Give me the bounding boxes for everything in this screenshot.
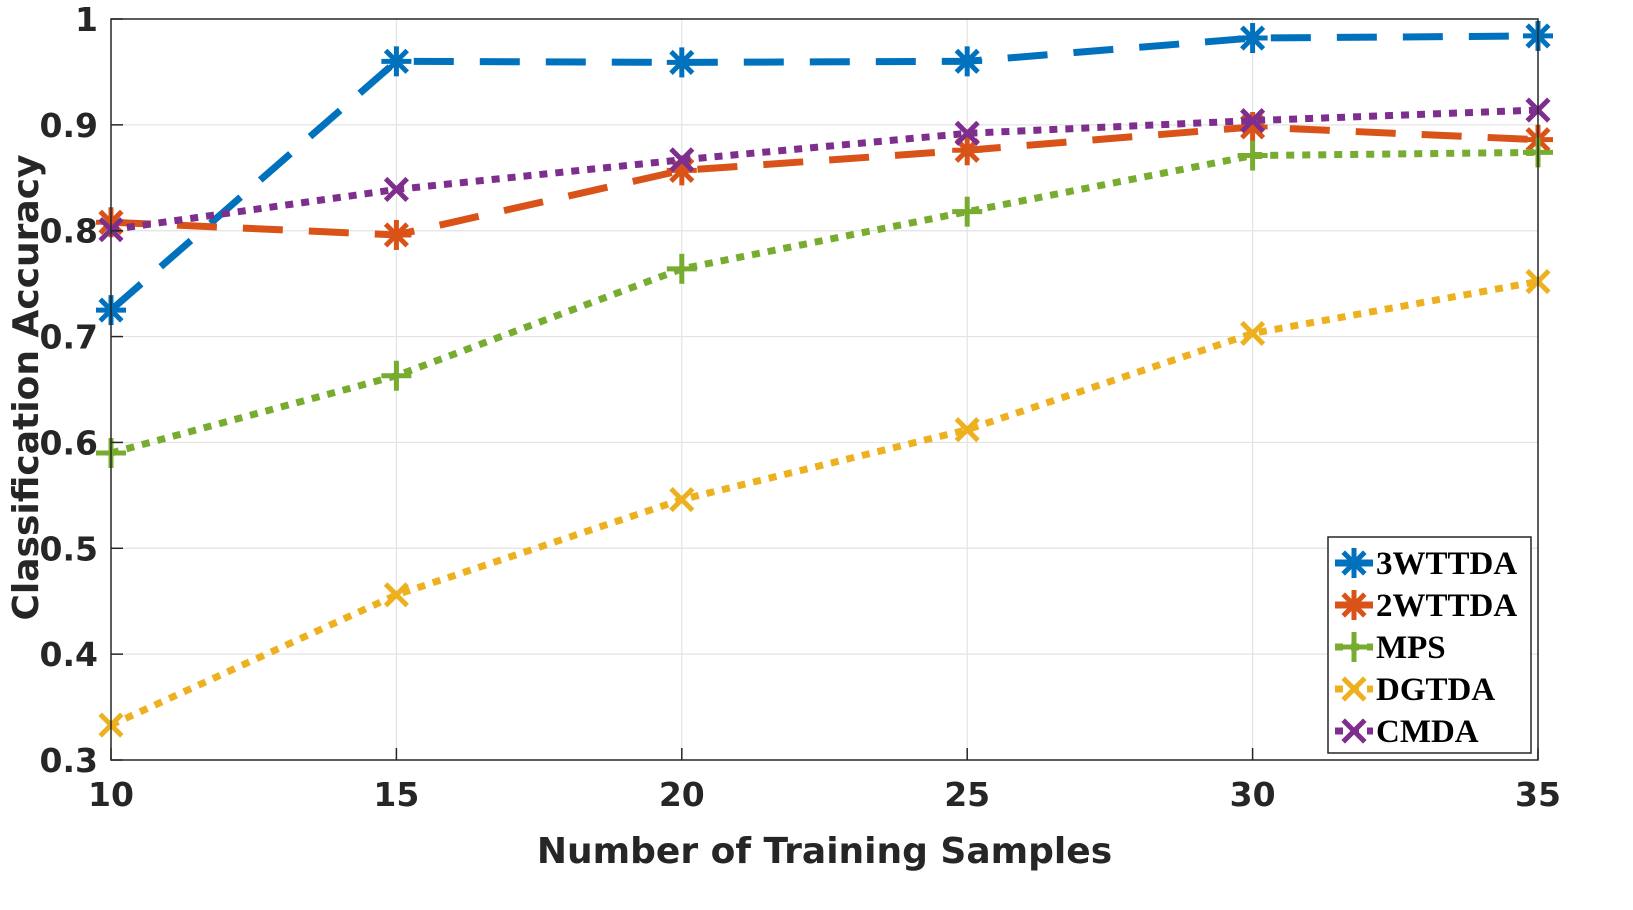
y-tick-label: 0.5: [40, 529, 98, 568]
data-point-marker: [383, 48, 409, 74]
data-point-marker: [954, 120, 980, 146]
x-tick-label: 30: [1230, 775, 1276, 814]
series-line-3WTTDA: [108, 32, 1539, 313]
x-tick-label: 10: [88, 775, 134, 814]
data-point-marker: [383, 176, 409, 202]
y-tick-label: 0.4: [40, 635, 98, 674]
series-line-DGTDA: [109, 278, 1539, 729]
legend-marker-2WTTDA: [1341, 592, 1367, 618]
data-point-marker: [383, 582, 409, 608]
y-tick-label: 0.6: [40, 423, 98, 462]
legend-label-3WTTDA: 3WTTDA: [1376, 546, 1517, 582]
series-line-CMDA: [110, 106, 1539, 234]
data-point-marker: [383, 222, 409, 248]
data-point-marker: [1240, 25, 1266, 51]
legend-label-CMDA: CMDA: [1376, 714, 1479, 750]
y-tick-label: 0.3: [40, 741, 98, 780]
series-line-2WTTDA: [110, 123, 1539, 239]
x-tick-label: 20: [659, 775, 705, 814]
x-axis-title: Number of Training Samples: [537, 831, 1112, 872]
legend-marker-3WTTDA: [1341, 550, 1367, 576]
data-point-marker: [1240, 320, 1266, 346]
data-point-marker: [669, 49, 695, 75]
x-tick-label: 15: [373, 775, 419, 814]
data-point-marker: [669, 157, 695, 183]
data-point-marker: [954, 417, 980, 443]
y-tick-label: 0.7: [40, 318, 98, 357]
x-tick-label: 25: [944, 775, 990, 814]
y-tick-label: 1: [75, 0, 98, 39]
series-MPS: [96, 137, 1553, 469]
series-3WTTDA: [96, 20, 1553, 326]
data-point-marker: [954, 48, 980, 74]
tick-labels: 10 15 20 25 30 35 0.3 0.4 0.5 0.6 0.7 0.8 0.9 1: [40, 0, 1561, 814]
plot-frame: [110, 18, 1539, 761]
y-axis-title: Classification Accuracy: [6, 154, 47, 620]
legend-label-2WTTDA: 2WTTDA: [1376, 588, 1517, 624]
legend-label-DGTDA: DGTDA: [1376, 672, 1495, 708]
y-tick-label: 0.9: [40, 106, 98, 145]
legend: 3WTTDA 2WTTDA MPS DGTDA CMDA: [1327, 536, 1532, 754]
legend-label-MPS: MPS: [1376, 630, 1446, 666]
data-point-marker: [669, 487, 695, 513]
series-line-MPS: [110, 148, 1539, 457]
legend-marker-CMDA: [1341, 718, 1367, 744]
series-CMDA: [98, 97, 1551, 243]
y-tick-label: 0.8: [40, 212, 98, 251]
x-tick-label: 35: [1515, 775, 1561, 814]
data-point-marker: [1240, 108, 1266, 134]
legend-marker-DGTDA: [1341, 676, 1367, 702]
data-point-marker: [669, 147, 695, 173]
